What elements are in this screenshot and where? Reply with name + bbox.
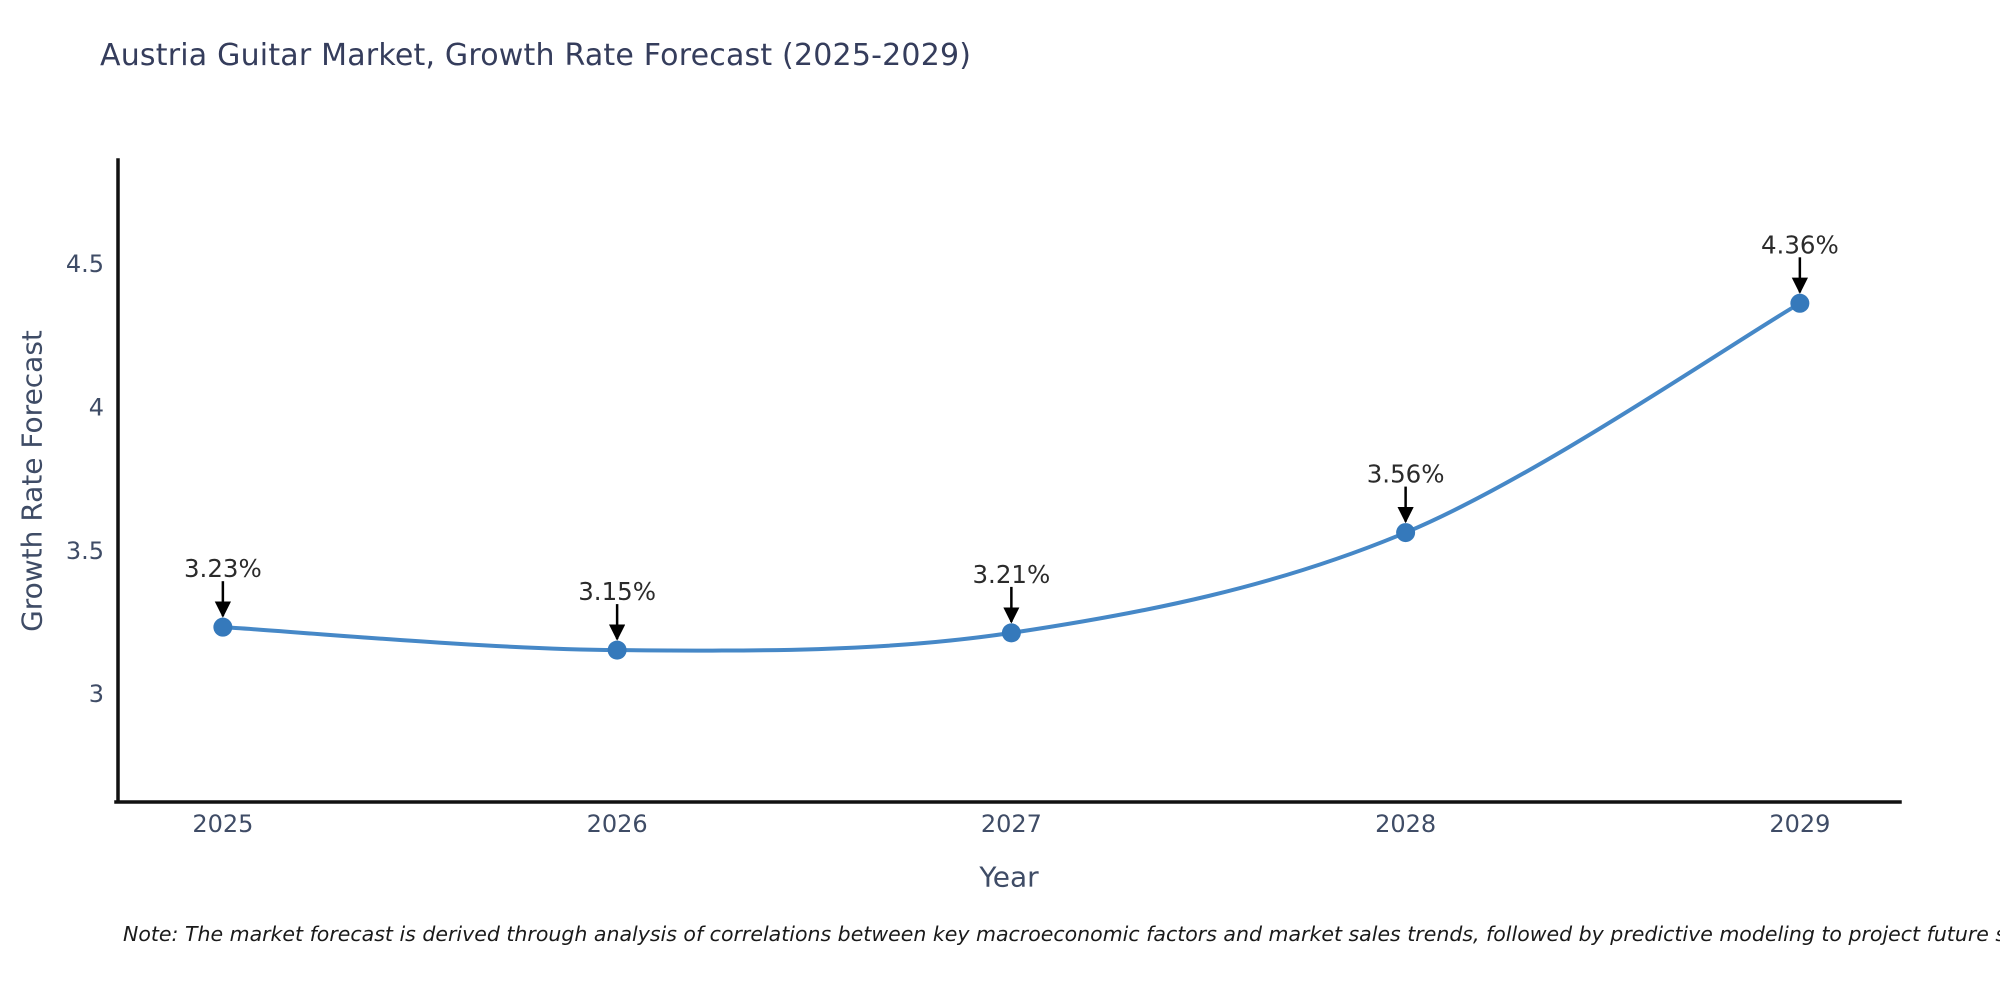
annotation-label: 3.23%: [184, 554, 262, 583]
x-tick-label: 2025: [192, 810, 253, 838]
y-tick-label: 3.5: [66, 537, 104, 565]
data-point: [1790, 293, 1810, 313]
annotation-label: 3.15%: [578, 577, 656, 606]
x-tick-label: 2027: [981, 810, 1042, 838]
data-point: [1396, 523, 1416, 543]
chart-title: Austria Guitar Market, Growth Rate Forec…: [100, 38, 972, 73]
y-tick-label: 4.5: [66, 250, 104, 278]
forecast-line: [220, 301, 1802, 653]
annotation-label: 4.36%: [1761, 230, 1839, 259]
footnote: Note: The market forecast is derived thr…: [123, 922, 2000, 946]
x-tick-label: 2028: [1375, 810, 1436, 838]
x-tick-label: 2029: [1769, 810, 1830, 838]
x-tick-label: 2026: [587, 810, 648, 838]
annotation-label: 3.56%: [1367, 460, 1445, 489]
y-tick-label: 3: [89, 680, 104, 708]
x-axis-label: Year: [979, 860, 1039, 894]
data-point: [1001, 623, 1021, 643]
annotation-label: 3.21%: [972, 560, 1050, 589]
axis-spines: [114, 158, 1902, 804]
y-tick-label: 4: [89, 393, 104, 421]
data-point: [213, 617, 233, 637]
data-point: [607, 640, 627, 660]
